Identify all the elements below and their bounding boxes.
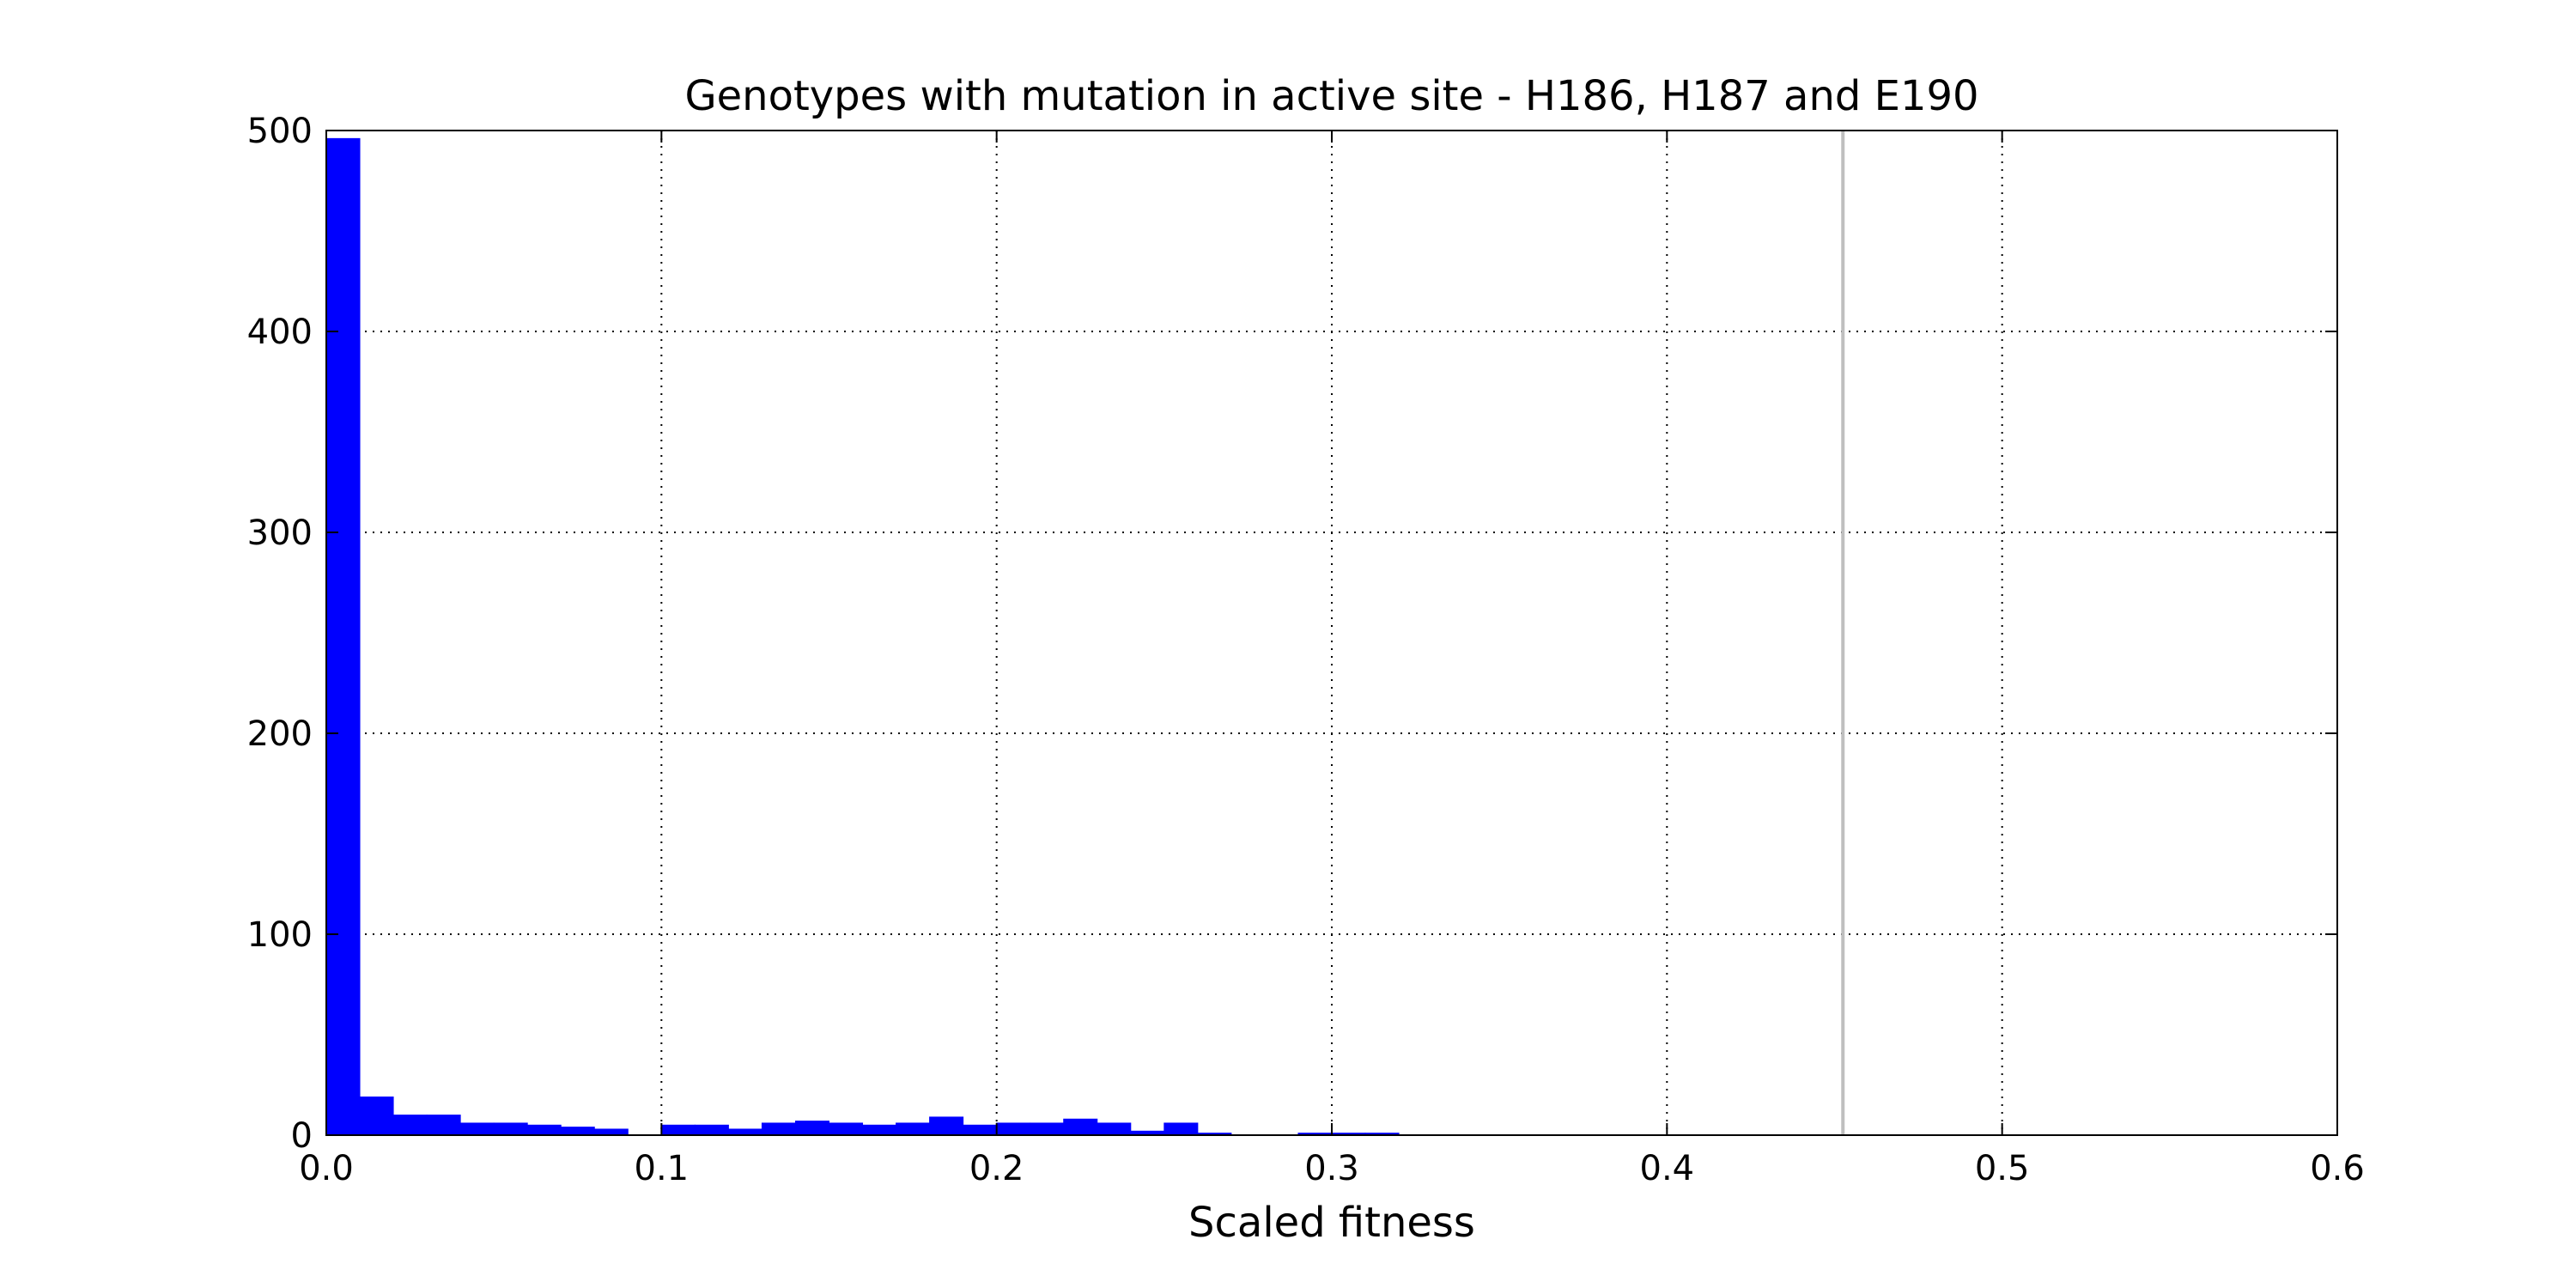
x-tick-label: 0.2 (969, 1149, 1024, 1188)
histogram-bar (963, 1124, 998, 1136)
x-tick-label: 0.4 (1640, 1149, 1695, 1188)
histogram-bar (694, 1124, 729, 1136)
y-tick-label: 0 (291, 1116, 313, 1156)
histogram-bar (829, 1122, 864, 1136)
x-axis-label: Scaled fitness (1188, 1199, 1475, 1247)
histogram-bar (560, 1127, 595, 1136)
x-tick-label: 0.6 (2310, 1149, 2365, 1188)
histogram-bar (1097, 1122, 1132, 1136)
histogram-bar (794, 1121, 830, 1136)
histogram-bar (929, 1116, 964, 1136)
x-tick-label: 0.5 (1975, 1149, 2030, 1188)
histogram-bar (862, 1124, 897, 1136)
histogram-bar (896, 1122, 931, 1136)
histogram-bar (996, 1122, 1031, 1136)
histogram-bar (761, 1122, 796, 1136)
histogram-bar (660, 1124, 696, 1136)
histogram-bar (493, 1122, 528, 1136)
histogram-bar (392, 1115, 428, 1136)
y-tick-label: 100 (247, 915, 313, 955)
histogram-bar (325, 137, 361, 1136)
histogram-bar (1163, 1122, 1199, 1136)
y-tick-label: 200 (247, 714, 313, 754)
histogram-bar (1063, 1118, 1098, 1136)
histogram-bar (359, 1097, 394, 1136)
tick-labels: 0.0 0.1 0.2 0.3 0.4 0.5 0.6 0 100 200 300 400 500 (247, 112, 2365, 1188)
histogram-bar (459, 1122, 495, 1136)
y-tick-label: 300 (247, 513, 313, 553)
x-tick-label: 0.1 (635, 1149, 690, 1188)
histogram-bar (526, 1124, 562, 1136)
x-tick-label: 0.0 (299, 1149, 354, 1188)
grid-lines (325, 130, 2338, 1136)
x-tick-label: 0.3 (1304, 1149, 1359, 1188)
chart-title: Genotypes with mutation in active site -… (684, 72, 1978, 120)
histogram-bar (1030, 1122, 1065, 1136)
y-tick-label: 400 (247, 313, 313, 352)
histogram-bars (325, 137, 1400, 1136)
histogram-bar (593, 1128, 629, 1136)
histogram-bar (727, 1128, 762, 1136)
y-tick-label: 500 (247, 112, 313, 151)
histogram-bar (426, 1115, 461, 1136)
